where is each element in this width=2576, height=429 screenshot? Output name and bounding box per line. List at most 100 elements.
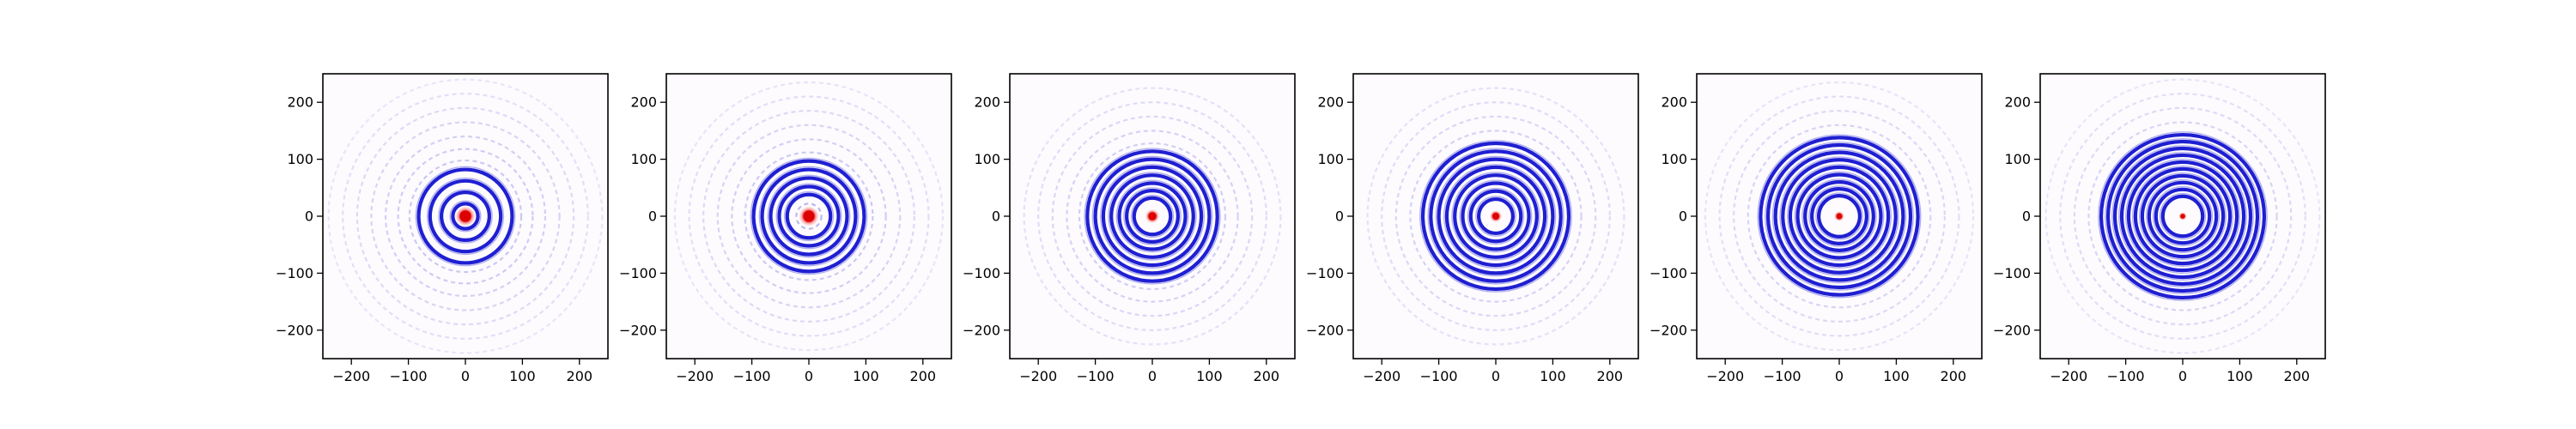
panel-6-ring-2-halo (2152, 185, 2214, 247)
panel-1-ring-3-halo (426, 177, 505, 256)
panel-3-ytick-label-2: −100 (963, 265, 1000, 281)
panel-4-ring-10 (1394, 115, 1597, 317)
panel-5-xtick-label-2: −100 (1764, 368, 1801, 384)
panel-6-ring-5-halo (2131, 165, 2234, 268)
panel-3-ytick-label-3: 0 (992, 208, 1000, 225)
panel-5-ring-6-halo (1779, 156, 1899, 276)
panel-5-ring-3 (1803, 180, 1875, 252)
panel-3-ring-7-halo (1084, 148, 1221, 285)
panel-5-ring-5-halo (1786, 163, 1893, 269)
panel-2-ytick-label-2: −100 (619, 265, 657, 281)
panel-6-ring-1 (2160, 194, 2205, 239)
panel-1-ring-3 (428, 178, 503, 254)
panel-4-xtick-label-4: 100 (1540, 368, 1566, 384)
panel-3-interference-pattern (1023, 87, 1282, 346)
panel-1-center-spot (459, 210, 471, 222)
panel-6-ring-7-halo (2118, 152, 2247, 281)
panel-5-xtick-label-3: 0 (1835, 368, 1844, 384)
panel-4-xtick-label-5: 200 (1597, 368, 1624, 384)
panel-1-ytick-label-5: 200 (287, 94, 313, 111)
panel-5-ytick-label-4: 100 (1661, 151, 1687, 167)
panel-5-xtick-label-1: −200 (1706, 368, 1744, 384)
panel-6-ring-10-halo (2098, 131, 2268, 301)
panel-1-ring-4-halo (415, 166, 516, 267)
panel-3-ring-8 (1078, 142, 1227, 291)
panel-2-xtick-label-3: 0 (805, 368, 813, 384)
panel-2-center-spot (803, 210, 815, 222)
panel-1-ytick-label-2: −100 (276, 265, 313, 281)
panel-4-xtick-label-2: −100 (1420, 368, 1458, 384)
panel-6-xtick-label-5: 200 (2284, 368, 2311, 384)
panel-6-ring-10 (2099, 132, 2267, 300)
panel-1-ring-4 (416, 167, 514, 265)
panel-2-ring-4 (769, 176, 849, 257)
panel-5-xtick-label-5: 200 (1941, 368, 1967, 384)
panel-4-xtick-label-3: 0 (1492, 368, 1500, 384)
panel-5-ring-7-halo (1771, 148, 1907, 284)
panel-2-xtick-label-5: 200 (910, 368, 937, 384)
panel-1-ring-11 (327, 78, 604, 354)
panel-3-xtick-label-5: 200 (1254, 368, 1280, 384)
panel-5-ring-2 (1810, 187, 1868, 245)
panel-5-ytick-label-3: 0 (1679, 208, 1687, 225)
panel-4-ring-2-halo (1467, 187, 1525, 245)
panel-3-xtick-label-1: −200 (1019, 368, 1057, 384)
panel-3-ring-3-halo (1115, 179, 1189, 253)
panel-4-ring-5 (1444, 165, 1547, 268)
panel-2-ring-9 (716, 124, 902, 309)
panel-2-ring-1 (795, 202, 823, 230)
panel-2-ring-2 (785, 192, 833, 240)
panel-2-ring-11 (688, 95, 930, 337)
panel-2-ytick-label-1: −200 (619, 322, 657, 338)
panel-6-interference-pattern (2044, 78, 2321, 354)
panel-6-ring-12 (2073, 106, 2293, 326)
panel-1-xtick-label-1: −200 (332, 368, 370, 384)
panel-4-ring-5-halo (1443, 163, 1549, 269)
panel-5: −200 −100 0 100 200 −200 −100 0 100 200 (1649, 73, 1983, 384)
panel-5-ring-6 (1781, 158, 1898, 275)
panel-4-ring-7-halo (1427, 148, 1564, 285)
panel-5-ring-12 (1718, 95, 1960, 337)
panel-6-ring-8-halo (2111, 145, 2254, 287)
panel-1-xtick-label-3: 0 (461, 368, 470, 384)
panel-4: −200 −100 0 100 200 −200 −100 0 100 200 (1306, 73, 1639, 384)
panel-5-ring-9 (1759, 136, 1920, 297)
panel-6-xtick-label-4: 100 (2227, 368, 2253, 384)
panel-6-ring-5 (2133, 166, 2233, 266)
panel-2-xtick-label-4: 100 (853, 368, 879, 384)
panel-1-ring-2-halo (438, 189, 493, 244)
panel-1-ring-1-halo (449, 200, 482, 233)
panel-2-ring-2-halo (783, 190, 835, 242)
panel-4-interference-pattern (1366, 87, 1625, 346)
panel-1-ring-7 (384, 135, 547, 298)
panel-1-ring-10 (342, 93, 589, 340)
panel-6-ring-8 (2112, 146, 2253, 287)
panel-6-ring-11 (2087, 121, 2278, 311)
panel-3-ring-9 (1066, 130, 1239, 303)
panel-3-ring-6-halo (1091, 155, 1213, 277)
panel-4-xtick-label-1: −200 (1363, 368, 1400, 384)
panel-6-ytick-label-5: 200 (2004, 94, 2031, 111)
panel-3-center-spot (1148, 212, 1157, 221)
panel-3-ring-2 (1125, 189, 1180, 244)
panel-4-ring-7 (1429, 149, 1563, 283)
panel-5-ring-1 (1816, 193, 1862, 239)
panel-4-ring-8 (1420, 141, 1571, 292)
panel-6-ring-2 (2154, 187, 2212, 245)
panel-2-ring-8 (731, 138, 887, 294)
panel-3-ring-12 (1023, 87, 1282, 346)
panel-1-ytick-label-4: 100 (287, 151, 313, 167)
panel-1-xtick-label-4: 100 (509, 368, 536, 384)
panel-4-ring-1 (1476, 196, 1516, 236)
panel-6-ytick-label-1: −200 (1993, 322, 2031, 338)
panel-5-ytick-label-2: −100 (1649, 265, 1687, 281)
panel-5-ring-10 (1747, 124, 1932, 309)
panel-2-ring-6 (751, 159, 866, 274)
panel-4-ytick-label-5: 200 (1317, 94, 1344, 111)
panel-1-xtick-label-2: −100 (390, 368, 428, 384)
panel-1-interference-pattern (327, 78, 604, 354)
panel-5-ring-4-halo (1794, 171, 1885, 262)
panel-3-ring-1-halo (1130, 194, 1175, 239)
panel-5-interference-pattern (1704, 81, 1975, 352)
